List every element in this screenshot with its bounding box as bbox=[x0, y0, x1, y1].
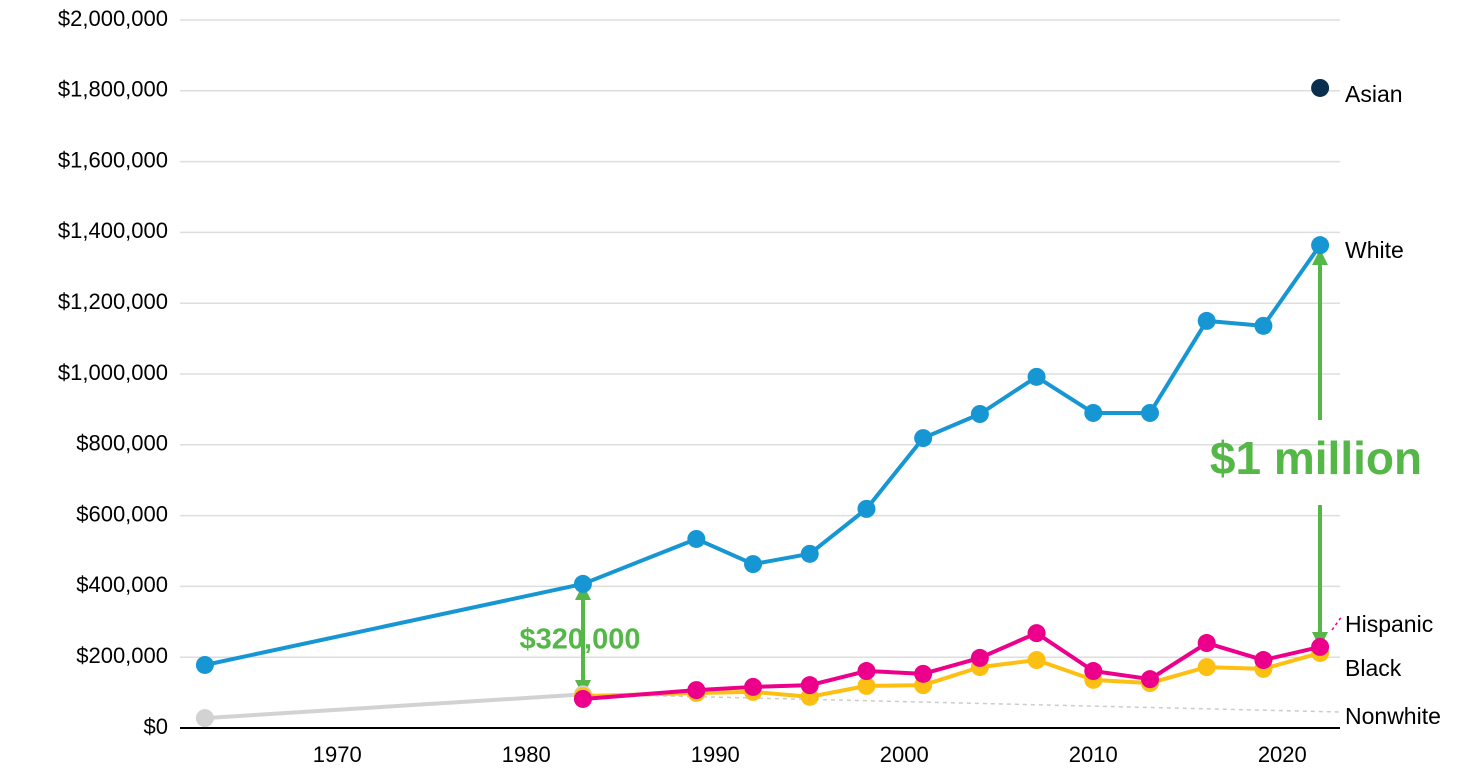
point bbox=[1027, 367, 1046, 386]
point bbox=[1254, 651, 1273, 670]
y-tick-label: $0 bbox=[144, 714, 168, 739]
x-tick-label: 2010 bbox=[1069, 742, 1118, 767]
leader-line bbox=[1331, 615, 1343, 631]
point bbox=[914, 429, 933, 448]
y-tick-label: $1,600,000 bbox=[58, 147, 168, 172]
point bbox=[1197, 658, 1216, 677]
series-line bbox=[204, 243, 1322, 667]
y-tick-label: $400,000 bbox=[76, 572, 168, 597]
point bbox=[970, 648, 989, 667]
series-label: Asian bbox=[1345, 81, 1403, 107]
x-tick-label: 2000 bbox=[880, 742, 929, 767]
point bbox=[573, 689, 592, 708]
annotation: $320,000 bbox=[520, 624, 641, 656]
point bbox=[857, 499, 876, 518]
y-tick-label: $1,000,000 bbox=[58, 360, 168, 385]
y-tick-label: $1,800,000 bbox=[58, 77, 168, 102]
annotation: $1 million bbox=[1210, 432, 1422, 484]
x-tick-label: 1970 bbox=[313, 742, 362, 767]
point bbox=[1084, 662, 1103, 681]
series-label: Black bbox=[1345, 655, 1402, 681]
point bbox=[1140, 670, 1159, 689]
x-tick-label: 1980 bbox=[502, 742, 551, 767]
point bbox=[1197, 634, 1216, 653]
point bbox=[1027, 624, 1046, 643]
point bbox=[195, 709, 214, 728]
point bbox=[857, 662, 876, 681]
y-tick-label: $2,000,000 bbox=[58, 6, 168, 31]
series-line bbox=[204, 692, 584, 721]
point bbox=[1084, 403, 1103, 422]
point bbox=[914, 664, 933, 683]
point bbox=[195, 655, 214, 674]
point bbox=[1311, 78, 1330, 97]
point bbox=[1140, 403, 1159, 422]
y-tick-label: $600,000 bbox=[76, 501, 168, 526]
x-tick-label: 2020 bbox=[1258, 742, 1307, 767]
point bbox=[1027, 651, 1046, 670]
point bbox=[573, 574, 592, 593]
point bbox=[1197, 311, 1216, 330]
point bbox=[970, 405, 989, 424]
point bbox=[687, 681, 706, 700]
point bbox=[687, 529, 706, 548]
series-label: Hispanic bbox=[1345, 611, 1433, 637]
series-label: Nonwhite bbox=[1345, 703, 1441, 729]
y-tick-label: $1,400,000 bbox=[58, 218, 168, 243]
point bbox=[744, 555, 763, 574]
point bbox=[800, 676, 819, 695]
y-tick-label: $800,000 bbox=[76, 431, 168, 456]
y-tick-label: $200,000 bbox=[76, 643, 168, 668]
point bbox=[1254, 316, 1273, 335]
series-label: White bbox=[1345, 237, 1404, 263]
x-tick-label: 1990 bbox=[691, 742, 740, 767]
point bbox=[800, 544, 819, 563]
point bbox=[857, 676, 876, 695]
point bbox=[1311, 637, 1330, 656]
y-tick-label: $1,200,000 bbox=[58, 289, 168, 314]
leader-line bbox=[582, 693, 1341, 713]
point bbox=[1311, 236, 1330, 255]
point bbox=[744, 677, 763, 696]
